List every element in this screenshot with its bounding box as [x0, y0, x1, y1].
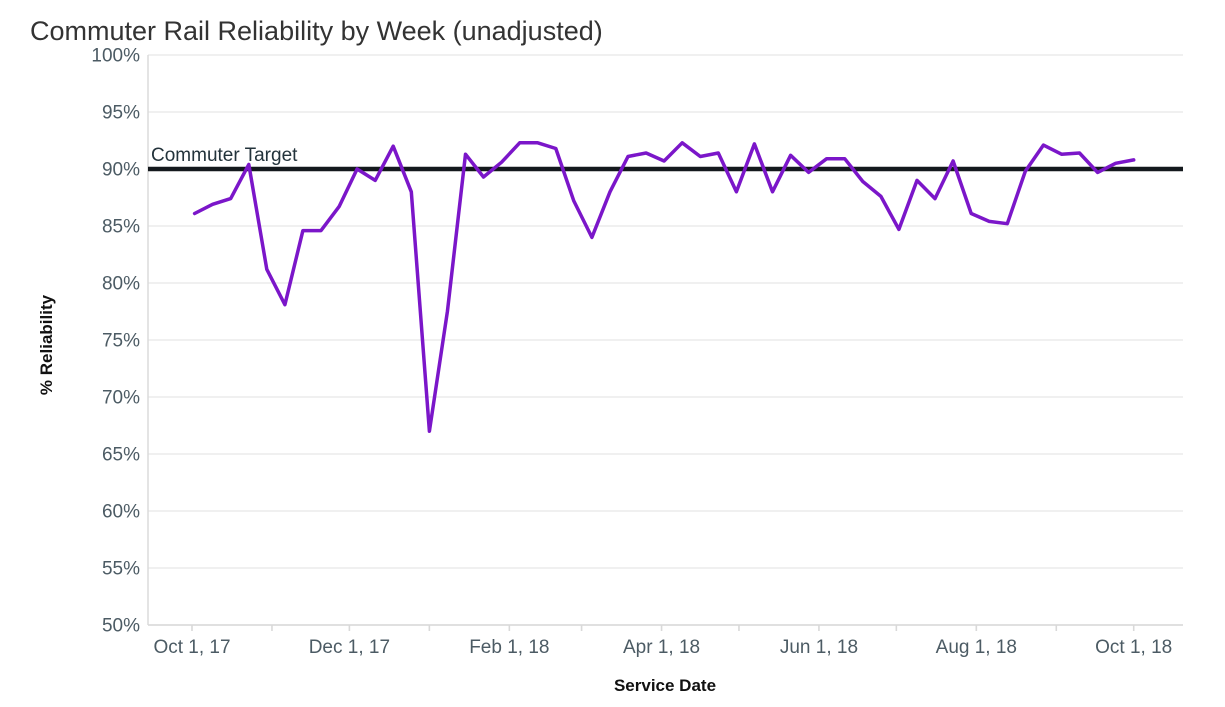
- y-tick-100: 100%: [91, 46, 140, 67]
- y-tick-70: 70%: [102, 388, 140, 409]
- x-tick-jun-1-18: Jun 1, 18: [780, 637, 858, 658]
- y-tick-80: 80%: [102, 274, 140, 295]
- y-tick-90: 90%: [102, 160, 140, 181]
- chart-title: Commuter Rail Reliability by Week (unadj…: [30, 16, 603, 46]
- x-tick-aug-1-18: Aug 1, 18: [936, 637, 1017, 658]
- commuter-target-label: Commuter Target: [151, 145, 298, 166]
- x-tick-oct-1-17: Oct 1, 17: [153, 637, 230, 658]
- y-tick-95: 95%: [102, 103, 140, 124]
- x-axis-tick-labels: Oct 1, 17 Dec 1, 17 Feb 1, 18 Apr 1, 18 Jun …: [153, 637, 1172, 658]
- y-tick-55: 55%: [102, 559, 140, 580]
- x-tick-feb-1-18: Feb 1, 18: [469, 637, 549, 658]
- x-tick-oct-1-18: Oct 1, 18: [1095, 637, 1172, 658]
- y-axis-title: % Reliability: [37, 294, 56, 395]
- x-tick-apr-1-18: Apr 1, 18: [623, 637, 700, 658]
- y-tick-85: 85%: [102, 217, 140, 238]
- y-tick-60: 60%: [102, 502, 140, 523]
- gridlines: [148, 54, 1183, 626]
- y-tick-75: 75%: [102, 331, 140, 352]
- axis-lines-and-ticks: [147, 55, 1183, 631]
- y-axis-tick-labels: 100% 95% 90% 85% 80% 75% 70% 65% 60% 55% 50%: [91, 46, 140, 637]
- weekly-reliability-line-series[interactable]: [192, 141, 1136, 433]
- x-tick-dec-1-17: Dec 1, 17: [309, 637, 390, 658]
- x-axis-title: Service Date: [614, 676, 716, 695]
- y-tick-65: 65%: [102, 445, 140, 466]
- y-tick-50: 50%: [102, 616, 140, 637]
